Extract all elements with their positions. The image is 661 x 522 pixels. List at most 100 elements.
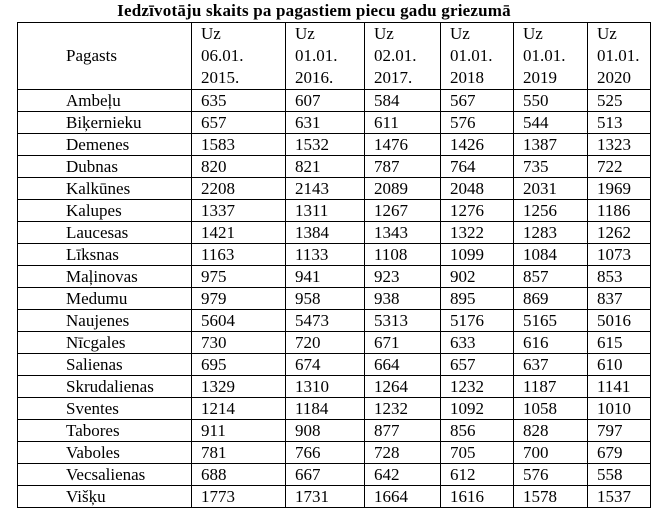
value-cell: 1311 [285,199,365,222]
table-row: Skrudalienas 1329 1310 1264 1232 1187 11… [17,375,651,398]
value-cell: 856 [440,419,514,442]
value-cell: 5165 [513,309,588,332]
table-row: Tabores 911 908 877 856 828 797 [17,419,651,442]
value-cell: 895 [440,287,514,310]
pagasts-name-cell: Ambeļu [17,89,192,112]
value-cell: 674 [285,353,365,376]
value-cell: 1262 [587,221,651,244]
value-cell: 688 [191,463,286,486]
value-cell: 544 [513,111,588,134]
value-cell: 1108 [364,243,441,266]
value-cell: 1476 [364,133,441,156]
value-cell: 958 [285,287,365,310]
value-cell: 1583 [191,133,286,156]
table-row: Nīcgales 730 720 671 633 616 615 [17,331,651,354]
pagasts-name-cell: Vaboles [17,441,192,464]
value-cell: 664 [364,353,441,376]
pagasts-name-cell: Kalupes [17,199,192,222]
value-cell: 1532 [285,133,365,156]
value-cell: 584 [364,89,441,112]
value-cell: 657 [440,353,514,376]
value-cell: 941 [285,265,365,288]
value-cell: 5016 [587,309,651,332]
value-cell: 857 [513,265,588,288]
value-cell: 5176 [440,309,514,332]
table-row: Salienas 695 674 664 657 637 610 [17,353,651,376]
value-cell: 2048 [440,177,514,200]
table-row: Demenes 1583 1532 1476 1426 1387 1323 [17,133,651,156]
value-cell: 1773 [191,485,286,508]
value-cell: 667 [285,463,365,486]
table-row: Vaboles 781 766 728 705 700 679 [17,441,651,464]
table-body: Ambeļu 635 607 584 567 550 525 Biķerniek… [17,89,651,508]
value-cell: 567 [440,89,514,112]
value-cell: 671 [364,331,441,354]
pagasts-name-cell: Nīcgales [17,331,192,354]
value-cell: 730 [191,331,286,354]
value-cell: 722 [587,155,651,178]
value-cell: 513 [587,111,651,134]
value-cell: 908 [285,419,365,442]
value-cell: 1664 [364,485,441,508]
value-cell: 1384 [285,221,365,244]
column-header-2016: Uz 01.01. 2016. [285,22,365,90]
value-cell: 1073 [587,243,651,266]
value-cell: 1184 [285,397,365,420]
pagasts-name-cell: Salienas [17,353,192,376]
value-cell: 1421 [191,221,286,244]
value-cell: 1133 [285,243,365,266]
value-cell: 1343 [364,221,441,244]
table-row: Vecsalienas 688 667 642 612 576 558 [17,463,651,486]
table-row: Laucesas 1421 1384 1343 1322 1283 1262 [17,221,651,244]
pagasts-name-cell: Medumu [17,287,192,310]
column-header-2020: Uz 01.01. 2020 [587,22,651,90]
value-cell: 612 [440,463,514,486]
column-header-2019: Uz 01.01. 2019 [513,22,588,90]
value-cell: 1310 [285,375,365,398]
value-cell: 797 [587,419,651,442]
pagasts-name-cell: Vecsalienas [17,463,192,486]
value-cell: 821 [285,155,365,178]
pagasts-name-cell: Naujenes [17,309,192,332]
value-cell: 1187 [513,375,588,398]
value-cell: 1264 [364,375,441,398]
value-cell: 911 [191,419,286,442]
column-header-2015: Uz 06.01. 2015. [191,22,286,90]
value-cell: 1141 [587,375,651,398]
pagasts-name-cell: Kalkūnes [17,177,192,200]
value-cell: 616 [513,331,588,354]
value-cell: 853 [587,265,651,288]
value-cell: 1578 [513,485,588,508]
value-cell: 611 [364,111,441,134]
value-cell: 1163 [191,243,286,266]
value-cell: 820 [191,155,286,178]
value-cell: 1731 [285,485,365,508]
value-cell: 1322 [440,221,514,244]
table-row: Sventes 1214 1184 1232 1092 1058 1010 [17,397,651,420]
value-cell: 1537 [587,485,651,508]
value-cell: 979 [191,287,286,310]
header-row: Pagasts Uz 06.01. 2015. Uz 01.01. 2016. … [17,22,651,90]
pagasts-name-cell: Demenes [17,133,192,156]
value-cell: 1329 [191,375,286,398]
value-cell: 728 [364,441,441,464]
value-cell: 877 [364,419,441,442]
value-cell: 1426 [440,133,514,156]
table-row: Biķernieku 657 631 611 576 544 513 [17,111,651,134]
pagasts-name-cell: Tabores [17,419,192,442]
value-cell: 1323 [587,133,651,156]
table-row: Naujenes 5604 5473 5313 5176 5165 5016 [17,309,651,332]
value-cell: 1387 [513,133,588,156]
value-cell: 837 [587,287,651,310]
pagasts-name-cell: Laucesas [17,221,192,244]
value-cell: 938 [364,287,441,310]
value-cell: 1084 [513,243,588,266]
value-cell: 5604 [191,309,286,332]
column-header-2017: Uz 02.01. 2017. [364,22,441,90]
value-cell: 781 [191,441,286,464]
value-cell: 631 [285,111,365,134]
value-cell: 764 [440,155,514,178]
value-cell: 1058 [513,397,588,420]
pagasts-name-cell: Skrudalienas [17,375,192,398]
value-cell: 1616 [440,485,514,508]
